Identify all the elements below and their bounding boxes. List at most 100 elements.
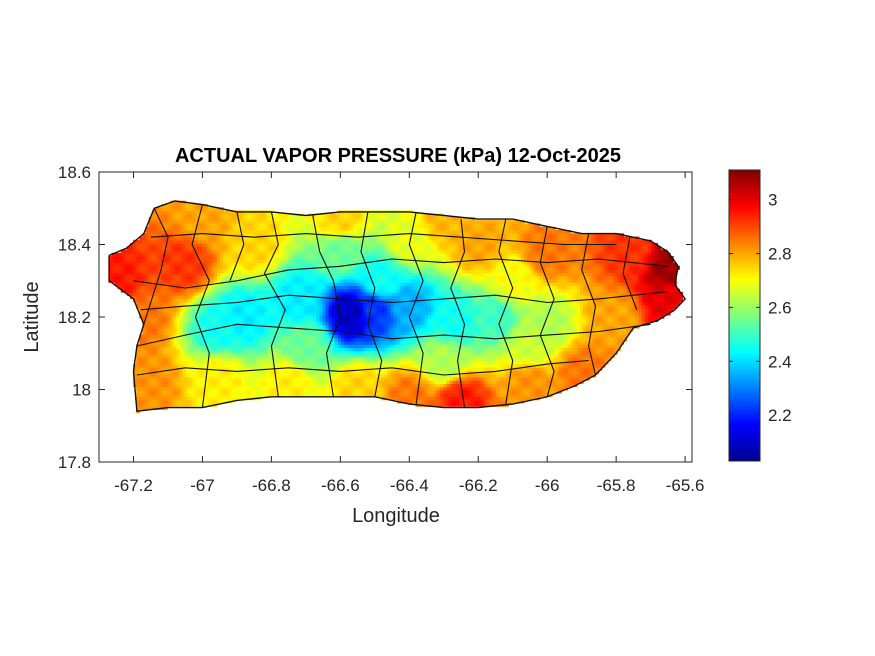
heatmap-cell — [387, 308, 392, 313]
heatmap-cell — [285, 213, 289, 218]
heatmap-cell — [365, 259, 370, 264]
heatmap-cell — [207, 298, 212, 303]
heatmap-cell — [266, 337, 271, 342]
heatmap-cell — [319, 347, 324, 352]
heatmap-cell — [390, 370, 395, 375]
heatmap-cell — [325, 223, 330, 228]
heatmap-cell — [316, 308, 320, 313]
heatmap-cell — [167, 216, 171, 221]
heatmap-cell — [182, 301, 187, 306]
heatmap-cell — [260, 272, 265, 277]
heatmap-cell — [204, 308, 209, 313]
heatmap-cell — [306, 314, 311, 319]
heatmap-cell — [235, 291, 240, 296]
heatmap-cell — [210, 275, 215, 280]
heatmap-cell — [337, 380, 342, 384]
heatmap-cell — [356, 347, 361, 352]
heatmap-cell — [393, 226, 398, 231]
heatmap-cell — [170, 236, 175, 241]
heatmap-cell — [347, 318, 351, 322]
heatmap-cell — [341, 357, 345, 362]
heatmap-cell — [325, 393, 330, 397]
heatmap-cell — [384, 337, 389, 342]
heatmap-cell — [226, 295, 230, 300]
heatmap-cell — [269, 285, 274, 290]
heatmap-cell — [207, 262, 212, 267]
heatmap-cell — [359, 350, 364, 355]
heatmap-cell — [347, 305, 351, 309]
heatmap-cell — [300, 308, 305, 313]
heatmap-cell — [244, 376, 249, 381]
heatmap-cell — [161, 207, 165, 212]
heatmap-cell — [157, 223, 162, 228]
heatmap-cell — [310, 363, 314, 368]
heatmap-cell — [272, 327, 277, 332]
heatmap-cell — [207, 337, 212, 342]
heatmap-cell — [356, 256, 361, 260]
heatmap-cell — [260, 347, 265, 352]
heatmap-cell — [319, 236, 324, 241]
heatmap-cell — [157, 256, 162, 260]
heatmap-cell — [142, 370, 147, 375]
heatmap-cell — [210, 230, 215, 234]
heatmap-cell — [226, 298, 230, 303]
heatmap-cell — [139, 334, 144, 339]
heatmap-cell — [365, 327, 370, 332]
heatmap-cell — [170, 226, 175, 231]
heatmap-cell — [328, 308, 333, 313]
heatmap-cell — [229, 216, 234, 221]
heatmap-cell — [148, 393, 153, 397]
heatmap-cell — [378, 256, 382, 260]
heatmap-cell — [188, 308, 193, 313]
heatmap-cell — [207, 376, 212, 381]
heatmap-cell — [164, 308, 168, 313]
heatmap-cell — [151, 311, 156, 316]
heatmap-cell — [136, 350, 140, 355]
heatmap-cell — [117, 262, 122, 267]
heatmap-cell — [393, 357, 398, 362]
heatmap-cell — [288, 350, 292, 355]
heatmap-cell — [341, 331, 345, 335]
heatmap-cell — [182, 272, 187, 277]
heatmap-cell — [303, 340, 308, 345]
heatmap-cell — [356, 249, 361, 254]
heatmap-cell — [229, 363, 234, 368]
heatmap-cell — [263, 344, 268, 349]
heatmap-cell — [192, 288, 196, 293]
heatmap-cell — [387, 216, 392, 221]
heatmap-cell — [393, 324, 398, 329]
heatmap-cell — [313, 311, 317, 316]
heatmap-cell — [145, 233, 150, 238]
heatmap-cell — [133, 285, 137, 290]
heatmap-cell — [251, 282, 255, 287]
heatmap-cell — [207, 383, 212, 388]
heatmap-cell — [173, 327, 178, 332]
heatmap-cell — [185, 396, 190, 401]
heatmap-cell — [226, 223, 230, 228]
heatmap-cell — [238, 291, 243, 296]
heatmap-cell — [390, 265, 395, 270]
heatmap-cell — [297, 311, 302, 316]
heatmap-cell — [247, 334, 252, 339]
heatmap-cell — [353, 347, 358, 352]
heatmap-cell — [272, 256, 277, 260]
heatmap-cell — [226, 337, 230, 342]
heatmap-cell — [288, 357, 292, 362]
heatmap-cell — [210, 272, 215, 277]
heatmap-cell — [353, 357, 358, 362]
heatmap-cell — [359, 347, 364, 352]
heatmap-cell — [198, 386, 202, 391]
heatmap-cell — [161, 334, 165, 339]
heatmap-cell — [278, 288, 283, 293]
heatmap-cell — [359, 344, 364, 349]
heatmap-cell — [393, 350, 398, 355]
heatmap-cell — [356, 340, 361, 345]
heatmap-cell — [353, 380, 358, 384]
heatmap-cell — [347, 363, 351, 368]
heatmap-cell — [322, 285, 327, 290]
heatmap-cell — [325, 230, 330, 234]
heatmap-cell — [297, 223, 302, 228]
heatmap-cell — [204, 360, 209, 365]
heatmap-cell — [341, 350, 345, 355]
heatmap-cell — [393, 291, 398, 296]
